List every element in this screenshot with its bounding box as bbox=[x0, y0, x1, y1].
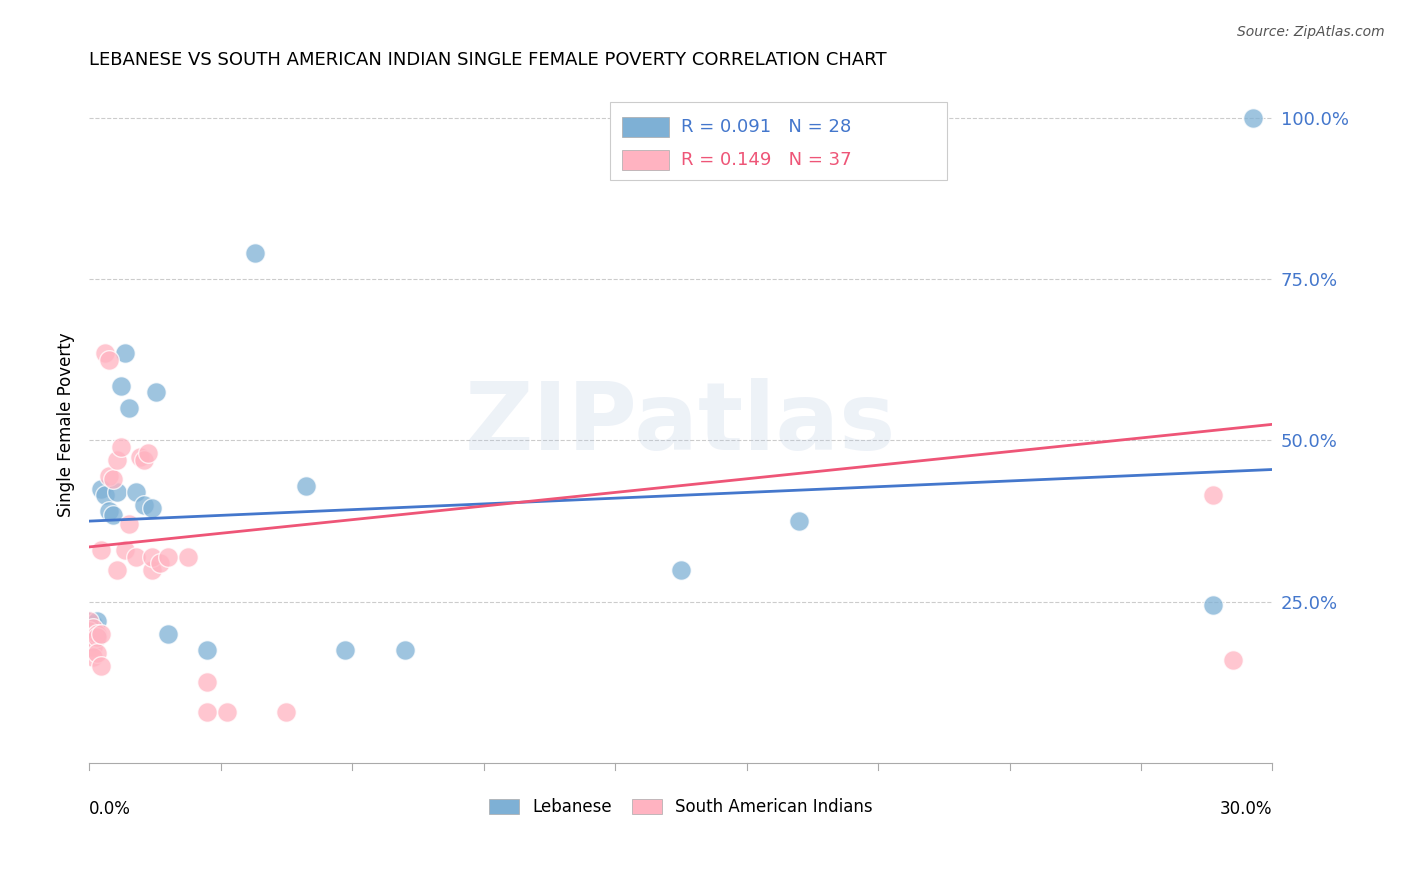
Point bbox=[90, 659, 112, 673]
Point bbox=[97, 504, 120, 518]
Point bbox=[335, 643, 357, 657]
Point bbox=[86, 630, 108, 644]
Text: R = 0.091   N = 28: R = 0.091 N = 28 bbox=[681, 118, 851, 136]
Legend: Lebanese, South American Indians: Lebanese, South American Indians bbox=[482, 791, 879, 822]
Point bbox=[243, 246, 266, 260]
Point bbox=[94, 488, 117, 502]
Point bbox=[101, 508, 124, 522]
Point bbox=[114, 543, 136, 558]
Point bbox=[82, 630, 104, 644]
Point bbox=[145, 385, 167, 400]
Point bbox=[1241, 111, 1264, 125]
Point bbox=[787, 514, 810, 528]
Point bbox=[1222, 653, 1244, 667]
Point bbox=[134, 498, 156, 512]
Point bbox=[82, 649, 104, 664]
Point bbox=[669, 562, 692, 576]
Point bbox=[97, 469, 120, 483]
Point bbox=[97, 352, 120, 367]
Point bbox=[129, 450, 152, 464]
Point bbox=[217, 705, 239, 719]
Point bbox=[114, 346, 136, 360]
Point bbox=[394, 643, 416, 657]
Point bbox=[1202, 598, 1225, 612]
Point bbox=[82, 627, 104, 641]
Text: 30.0%: 30.0% bbox=[1220, 800, 1272, 818]
Point bbox=[86, 647, 108, 661]
Point bbox=[101, 472, 124, 486]
Point bbox=[125, 549, 148, 564]
Point bbox=[105, 485, 128, 500]
Point bbox=[90, 543, 112, 558]
Point bbox=[136, 446, 159, 460]
FancyBboxPatch shape bbox=[621, 117, 669, 137]
Point bbox=[90, 627, 112, 641]
Point bbox=[295, 478, 318, 492]
Point bbox=[110, 440, 132, 454]
Text: R = 0.149   N = 37: R = 0.149 N = 37 bbox=[681, 151, 852, 169]
Point bbox=[82, 633, 104, 648]
Point bbox=[276, 705, 298, 719]
Point bbox=[156, 627, 179, 641]
Point bbox=[77, 614, 100, 628]
Point bbox=[86, 630, 108, 644]
Point bbox=[77, 633, 100, 648]
Point bbox=[125, 485, 148, 500]
Point bbox=[82, 621, 104, 635]
Point bbox=[1202, 488, 1225, 502]
Point bbox=[90, 482, 112, 496]
Point bbox=[94, 346, 117, 360]
Point bbox=[197, 705, 219, 719]
Point bbox=[82, 617, 104, 632]
Point bbox=[117, 517, 139, 532]
Point bbox=[197, 675, 219, 690]
Point bbox=[110, 378, 132, 392]
Point bbox=[176, 549, 198, 564]
Y-axis label: Single Female Poverty: Single Female Poverty bbox=[58, 332, 75, 516]
Point bbox=[197, 643, 219, 657]
FancyBboxPatch shape bbox=[610, 103, 948, 180]
Point bbox=[105, 452, 128, 467]
Text: 0.0%: 0.0% bbox=[89, 800, 131, 818]
Point bbox=[141, 562, 163, 576]
Point bbox=[105, 562, 128, 576]
Text: Source: ZipAtlas.com: Source: ZipAtlas.com bbox=[1237, 25, 1385, 39]
Text: ZIPatlas: ZIPatlas bbox=[465, 378, 897, 470]
Point bbox=[156, 549, 179, 564]
Point bbox=[117, 401, 139, 416]
Point bbox=[77, 624, 100, 638]
Point bbox=[77, 614, 100, 628]
Point bbox=[149, 556, 172, 570]
Point bbox=[141, 549, 163, 564]
Point bbox=[134, 452, 156, 467]
FancyBboxPatch shape bbox=[621, 150, 669, 170]
Point bbox=[86, 627, 108, 641]
Point bbox=[141, 501, 163, 516]
Text: LEBANESE VS SOUTH AMERICAN INDIAN SINGLE FEMALE POVERTY CORRELATION CHART: LEBANESE VS SOUTH AMERICAN INDIAN SINGLE… bbox=[89, 51, 887, 69]
Point bbox=[82, 640, 104, 654]
Point bbox=[86, 614, 108, 628]
